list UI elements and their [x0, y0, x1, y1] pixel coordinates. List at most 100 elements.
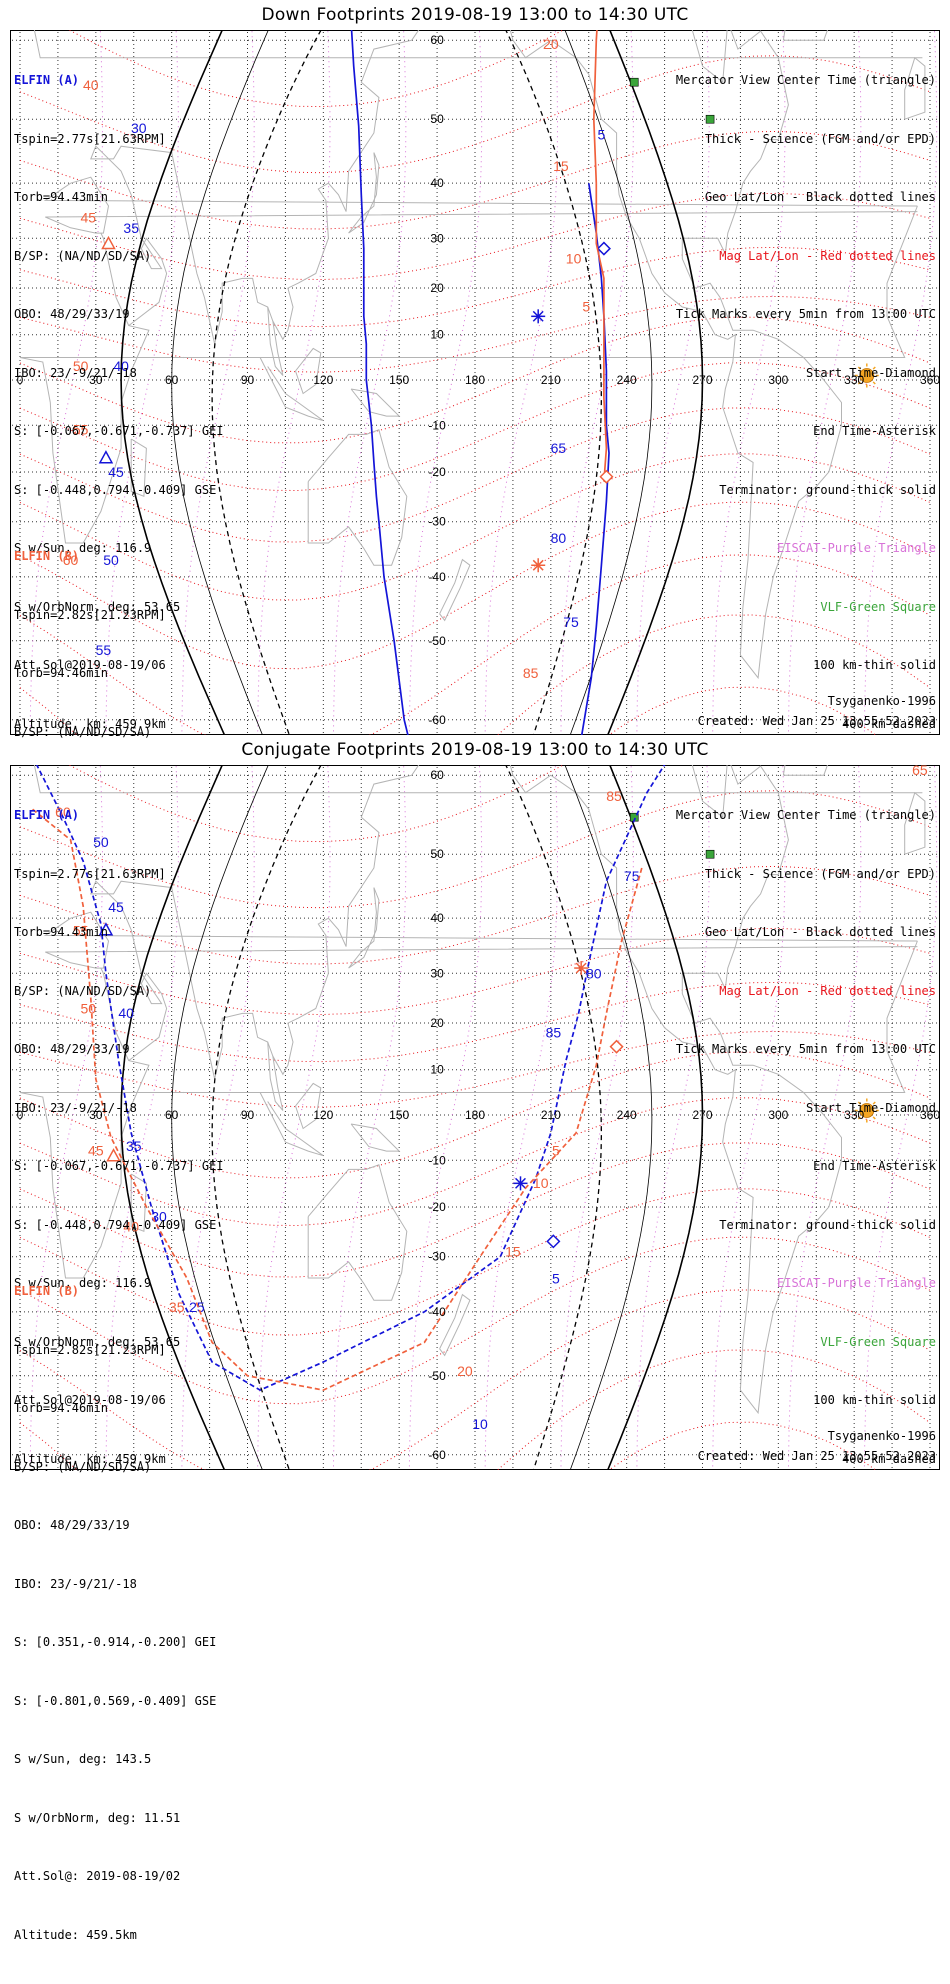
panel-title: Conjugate Footprints 2019-08-19 13:00 to…: [241, 740, 709, 760]
legend-item: EISCAT-Purple Triangle: [777, 1276, 936, 1290]
lon-label: 120: [313, 373, 333, 387]
tick-label: 5: [552, 1270, 560, 1286]
lat-label: -40: [428, 570, 446, 584]
legend-item: Terminator: ground-thick solid: [719, 1217, 936, 1232]
legend-item: 400 km-dashed: [842, 716, 936, 731]
mag-grid: [19, 765, 938, 1470]
start-diamond: [546, 1234, 561, 1249]
mag-latitude-line: [19, 1236, 931, 1405]
legend-item: End Time-Asterisk: [813, 424, 936, 438]
coastline: [348, 887, 380, 969]
mag-latitude-line: [19, 130, 931, 230]
sun-ray: [872, 1116, 876, 1120]
info-line: IBO: 23/-9/21/-18: [14, 365, 137, 380]
coastline: [19, 205, 918, 544]
axis-labels: 0306090120150180210240270300330360706050…: [17, 33, 940, 727]
footprint-track-b: [32, 808, 643, 1391]
tick-label: 40: [83, 77, 99, 93]
lat-label: -30: [428, 515, 446, 529]
mag-latitude-line: [19, 1142, 931, 1278]
end-asterisk: [531, 309, 546, 324]
ground-stations: [629, 77, 879, 388]
legend: Mercator View Center Time (triangle) Thi…: [676, 767, 936, 1508]
tick-label: 40: [123, 1218, 139, 1234]
mag-latitude-line: [19, 1030, 931, 1108]
lat-label: 50: [430, 112, 444, 126]
mag-latitude-line: [19, 1051, 931, 1179]
tick-label: 50: [80, 1000, 96, 1016]
info-line: Torb=94.46min: [14, 1401, 108, 1415]
sun-ray: [872, 366, 876, 370]
tick-label: 35: [126, 1138, 142, 1154]
tick-label: 15: [505, 1244, 521, 1260]
tick-label: 65: [912, 765, 928, 778]
info-line: Tspin=2.82s[21.23RPM]: [14, 1342, 166, 1357]
tick-label: 5: [552, 1143, 560, 1159]
lat-label: 40: [430, 176, 444, 190]
elfin-a-info: ELFIN (A) Tspin=2.77s[21.63RPM] Torb=94.…: [14, 767, 224, 1508]
asterisk-stroke: [532, 310, 544, 322]
info-line: OBO: 48/29/33/19: [14, 1042, 130, 1056]
terminator-lines: [120, 765, 704, 1470]
map-plot-conjugate: 5102530354045505570758085510152035404550…: [10, 765, 940, 1470]
lon-label: 90: [241, 1108, 255, 1122]
coastline: [295, 347, 322, 395]
lat-label: 60: [430, 768, 444, 782]
info-line: Torb=94.43min: [14, 190, 108, 204]
lon-label: 60: [165, 373, 179, 387]
vlf-station-square: [705, 114, 715, 124]
elfin-a-info: ELFIN (A) Tspin=2.77s[21.63RPM] Torb=94.…: [14, 32, 224, 773]
mag-latitude-line: [19, 927, 931, 1016]
end-asterisk: [513, 1176, 528, 1191]
lat-label: -10: [428, 1153, 446, 1167]
coastline: [307, 1164, 408, 1301]
lon-label: 240: [617, 373, 637, 387]
info-line: IBO: 23/-9/21/-18: [14, 1576, 137, 1591]
lon-label: 90: [241, 373, 255, 387]
info-line: S: [-0.067,-0.671,-0.737] GEI: [14, 424, 224, 438]
map-plot-down: 5102530354045505560657075805101520254045…: [10, 30, 940, 735]
terminator-400km: [211, 765, 603, 1470]
lon-label: 60: [165, 1108, 179, 1122]
mag-latitude-line: [68, 765, 565, 843]
legend-item: Terminator: ground-thick solid: [719, 482, 936, 497]
sun-icon: [859, 1103, 875, 1118]
start-diamond: [609, 1039, 624, 1054]
legend-item: VLF-Green Square: [820, 1334, 936, 1349]
vlf-station-square: [705, 849, 715, 859]
mag-latitude-line: [19, 1289, 931, 1470]
elfin-a-header: ELFIN (A): [14, 73, 80, 87]
tick-label: 80: [551, 530, 567, 546]
tick-label: 75: [624, 868, 640, 884]
lon-label: 150: [389, 1108, 409, 1122]
coastline: [350, 1123, 401, 1152]
tick-label: 30: [131, 120, 147, 136]
lat-label: 40: [430, 911, 444, 925]
sun-icon: [859, 368, 875, 383]
info-line: S: [0.351,-0.914,-0.200] GEI: [14, 1635, 217, 1649]
lon-label: 30: [89, 1108, 103, 1122]
legend-item: Geo Lat/Lon - Black dotted lines: [704, 190, 936, 204]
coastline: [509, 30, 842, 680]
lon-label: 270: [692, 1108, 712, 1122]
coastlines: [19, 765, 926, 1415]
lon-label: 210: [541, 373, 561, 387]
info-line: Tspin=2.82s[21.23RPM]: [14, 607, 166, 622]
lat-label: 20: [430, 281, 444, 295]
tick-label: 10: [566, 251, 582, 267]
info-line: S: [-0.448,0.794,-0.409] GSE: [14, 482, 217, 497]
sun-ray: [857, 381, 861, 385]
lon-label: 270: [692, 373, 712, 387]
lon-label: 360: [920, 1108, 940, 1122]
axis-labels: 0306090120150180210240270300330360706050…: [17, 768, 940, 1462]
tick-label: 85: [523, 665, 539, 681]
tick-label: 5: [582, 299, 590, 315]
mag-latitude-line: [19, 295, 931, 373]
lon-label: 360: [920, 373, 940, 387]
legend-item: Thick - Science (FGM and/or EPD): [704, 131, 936, 146]
coastline: [904, 56, 926, 120]
map-panel-conjugate: 5102530354045505570758085510152035404550…: [10, 765, 940, 1942]
info-line: Altitude, km: 459.9km: [14, 1451, 166, 1466]
mag-latitude-line: [19, 407, 931, 543]
tick-label: 45: [80, 209, 96, 225]
